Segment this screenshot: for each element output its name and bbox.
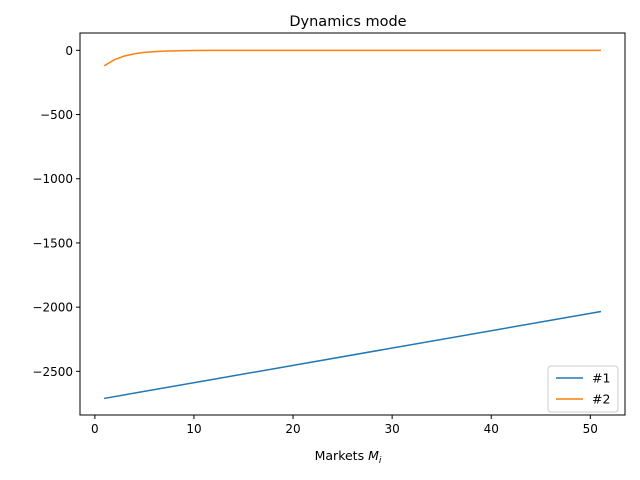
x-axis-label: Markets Mi	[315, 448, 382, 466]
x-tick-label: 0	[91, 422, 99, 436]
legend-label-1: #1	[592, 371, 610, 386]
y-axis-ticks: 0 −500 −1000 −1500 −2000 −2500	[32, 44, 80, 379]
plot-frame	[79, 32, 626, 416]
x-tick-label: 10	[186, 422, 201, 436]
y-tick-label: −500	[40, 108, 73, 122]
x-axis-label-text: Markets	[315, 448, 368, 463]
y-tick-label: −2000	[32, 301, 73, 315]
legend: #1#2	[547, 365, 619, 413]
series-line-2	[103, 49, 601, 67]
y-tick-label: −1500	[32, 236, 73, 250]
legend-label-2: #2	[592, 392, 610, 407]
x-tick-label: 40	[484, 422, 499, 436]
x-axis-label-subscript: i	[379, 456, 382, 466]
x-axis-label-math: M	[368, 448, 379, 463]
y-tick-label: 0	[65, 44, 73, 58]
x-tick-label: 20	[285, 422, 300, 436]
series-line-1	[103, 310, 602, 400]
x-axis-ticks: 0 10 20 30 40 50	[91, 415, 598, 436]
x-tick-label: 30	[384, 422, 399, 436]
x-tick-label: 50	[583, 422, 598, 436]
y-tick-label: −1000	[32, 172, 73, 186]
y-tick-label: −2500	[32, 365, 73, 379]
chart-title: Dynamics mode	[289, 14, 406, 30]
series-layer	[103, 49, 602, 400]
